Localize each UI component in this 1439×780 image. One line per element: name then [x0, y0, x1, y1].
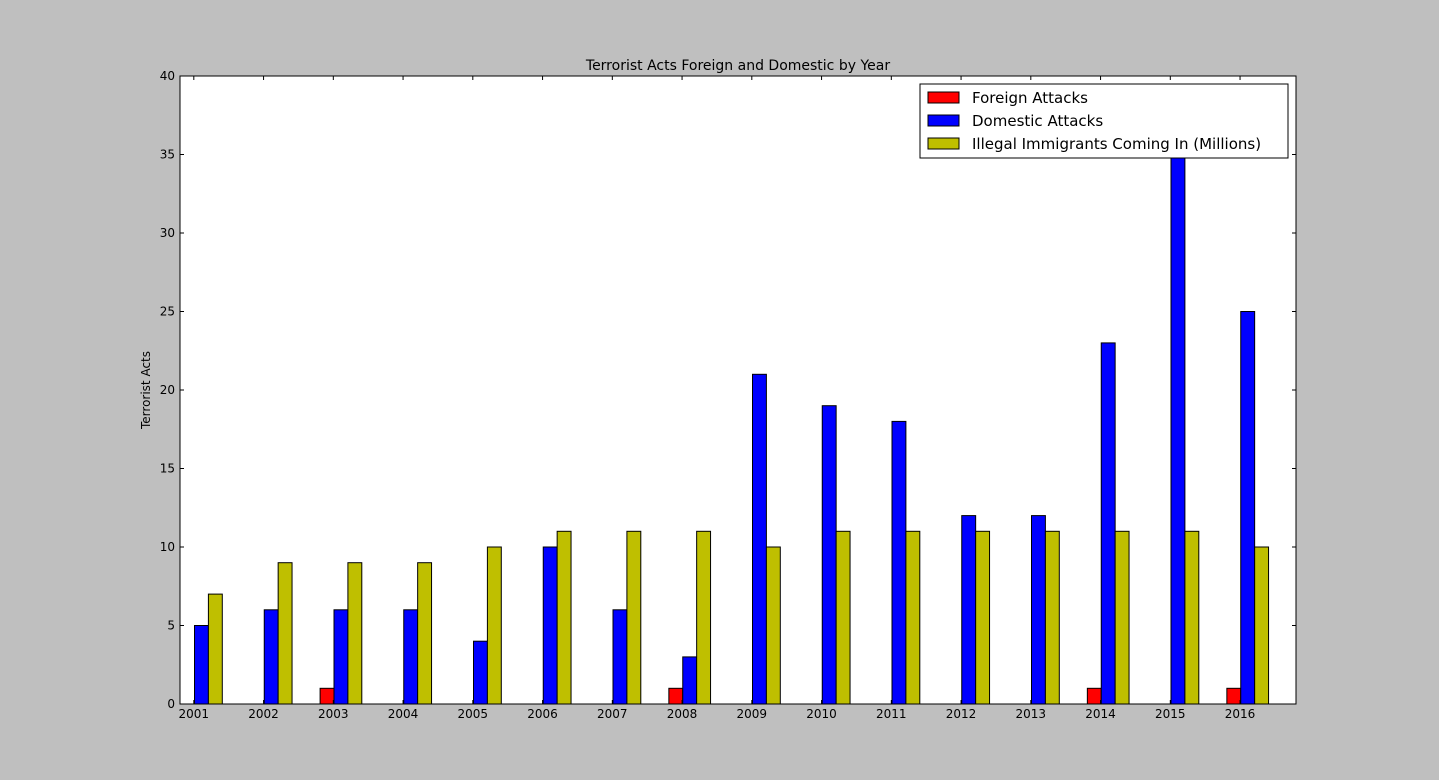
- x-tick-label-2015: 2015: [1155, 707, 1186, 721]
- bar-illegal-immigrants-coming-in-millions-2014: [1114, 530, 1130, 705]
- bar-illegal-immigrants-coming-in-millions-2005: [486, 546, 502, 705]
- bar-illegal-immigrants-coming-in-millions-2011: [905, 530, 921, 705]
- bar-illegal-immigrants-coming-in-millions-2001: [207, 593, 223, 705]
- bar-illegal-immigrants-coming-in-millions-2012: [975, 530, 991, 705]
- bar-illegal-immigrants-coming-in-millions-2006: [556, 530, 572, 705]
- bar-domestic-attacks-2008: [682, 656, 698, 705]
- x-tick-label-2013: 2013: [1016, 707, 1047, 721]
- x-tick-label-2010: 2010: [806, 707, 837, 721]
- bar-illegal-immigrants-coming-in-millions-2007: [626, 530, 642, 705]
- bar-illegal-immigrants-coming-in-millions-2009: [765, 546, 781, 705]
- x-tick-label-2005: 2005: [458, 707, 489, 721]
- y-tick-label-35: 35: [160, 148, 175, 162]
- y-tick-label-15: 15: [160, 462, 175, 476]
- legend: Foreign Attacks Domestic Attacks Illegal…: [919, 83, 1289, 159]
- y-tick-label-30: 30: [160, 226, 175, 240]
- bar-domestic-attacks-2012: [961, 515, 977, 705]
- bar-domestic-attacks-2010: [821, 405, 837, 705]
- bar-illegal-immigrants-coming-in-millions-2013: [1044, 530, 1060, 705]
- x-tick-label-2002: 2002: [248, 707, 279, 721]
- legend-label-foreign: Foreign Attacks: [972, 89, 1088, 107]
- x-tick-label-2009: 2009: [737, 707, 768, 721]
- bar-foreign-attacks-2008: [668, 687, 684, 705]
- y-tick-label-40: 40: [160, 69, 175, 83]
- bar-foreign-attacks-2016: [1226, 687, 1242, 705]
- y-tick-label-0: 0: [167, 697, 175, 711]
- bar-foreign-attacks-2003: [319, 687, 335, 705]
- y-tick-label-25: 25: [160, 305, 175, 319]
- bar-illegal-immigrants-coming-in-millions-2008: [696, 530, 712, 705]
- x-tick-label-2016: 2016: [1225, 707, 1256, 721]
- bar-domestic-attacks-2006: [542, 546, 558, 705]
- bar-illegal-immigrants-coming-in-millions-2010: [835, 530, 851, 705]
- bar-domestic-attacks-2002: [263, 609, 279, 705]
- bar-illegal-immigrants-coming-in-millions-2004: [417, 562, 433, 705]
- bar-domestic-attacks-2007: [612, 609, 628, 705]
- x-tick-label-2011: 2011: [876, 707, 907, 721]
- bar-domestic-attacks-2011: [891, 420, 907, 705]
- bar-domestic-attacks-2009: [752, 373, 767, 705]
- bar-domestic-attacks-2015: [1170, 154, 1186, 705]
- x-tick-label-2014: 2014: [1085, 707, 1116, 721]
- x-tick-label-2003: 2003: [318, 707, 349, 721]
- bar-foreign-attacks-2014: [1086, 687, 1102, 705]
- chart-title: Terrorist Acts Foreign and Domestic by Y…: [585, 58, 890, 74]
- bar-domestic-attacks-2013: [1031, 515, 1046, 705]
- bar-illegal-immigrants-coming-in-millions-2015: [1184, 530, 1200, 705]
- y-axis-label: Terrorist Acts: [139, 351, 153, 430]
- bar-domestic-attacks-2004: [403, 609, 419, 705]
- bar-domestic-attacks-2014: [1100, 342, 1116, 705]
- bar-domestic-attacks-2001: [194, 625, 209, 705]
- x-tick-label-2012: 2012: [946, 707, 977, 721]
- legend-swatch-foreign: [927, 91, 960, 104]
- legend-swatch-immigrants: [927, 137, 960, 150]
- legend-label-domestic: Domestic Attacks: [972, 112, 1103, 130]
- y-tick-label-10: 10: [160, 540, 175, 554]
- legend-box: [919, 83, 1289, 159]
- x-tick-label-2006: 2006: [527, 707, 558, 721]
- y-tick-label-20: 20: [160, 383, 175, 397]
- ticks-layer: 2001 2002 2003 2004 2005 2006 2007 2008 2009 2010…: [160, 69, 1296, 721]
- bar-illegal-immigrants-coming-in-millions-2016: [1254, 546, 1270, 705]
- legend-label-immigrants: Illegal Immigrants Coming In (Millions): [972, 135, 1261, 153]
- x-tick-label-2004: 2004: [388, 707, 419, 721]
- x-tick-label-2001: 2001: [179, 707, 210, 721]
- legend-swatch-domestic: [927, 114, 960, 127]
- bar-domestic-attacks-2016: [1240, 311, 1256, 705]
- bar-domestic-attacks-2003: [333, 609, 349, 705]
- x-tick-label-2008: 2008: [667, 707, 698, 721]
- bar-illegal-immigrants-coming-in-millions-2003: [347, 562, 363, 705]
- bars-layer: [194, 154, 1270, 705]
- bar-domestic-attacks-2005: [473, 640, 488, 705]
- y-tick-label-5: 5: [167, 619, 175, 633]
- x-tick-label-2007: 2007: [597, 707, 628, 721]
- bar-illegal-immigrants-coming-in-millions-2002: [277, 562, 293, 705]
